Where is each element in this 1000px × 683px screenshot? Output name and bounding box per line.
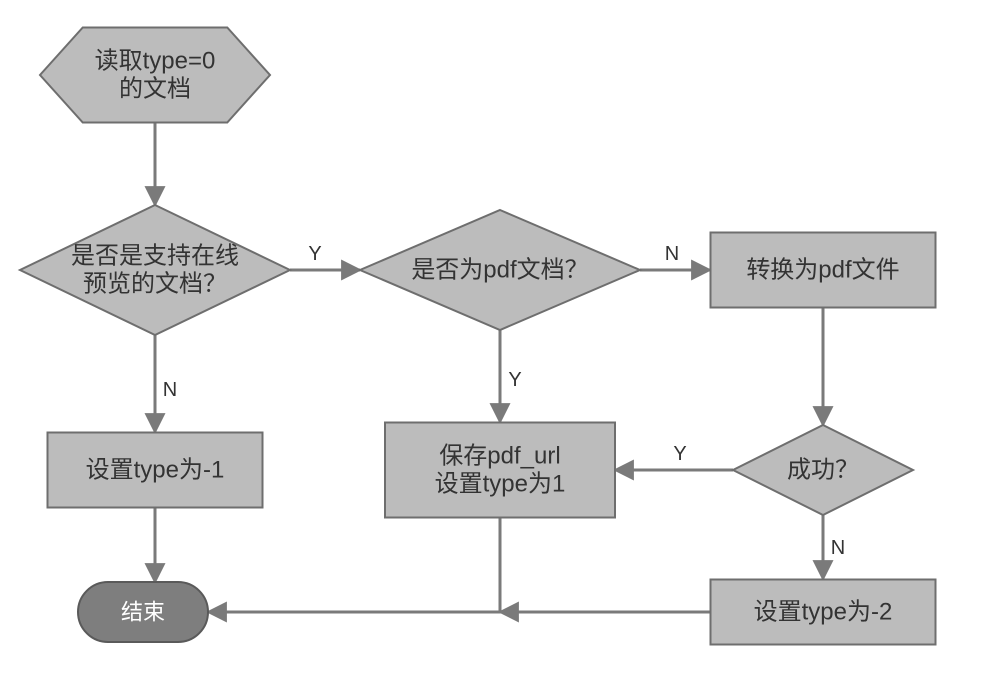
node-text: 是否是支持在线 — [71, 243, 239, 270]
nodes-layer: 读取type=0的文档是否是支持在线预览的文档？ 是否为pdf文档？ 转换为pdf文… — [20, 28, 936, 645]
flowchart-canvas: Y N N Y Y N 读取type=0的文档是否是支持在线预览的文档？ 是否为pdf文档？ 转… — [0, 0, 1000, 683]
node-text: 转换为pdf文件 — [746, 257, 899, 284]
node-text: 的文档 — [119, 76, 191, 103]
edge-label: N — [665, 243, 679, 265]
node-text: 设置type为1 — [435, 471, 566, 498]
node-text: 读取type=0 — [95, 48, 216, 75]
node-p_save: 保存pdf_url设置type为1 — [385, 423, 615, 518]
edge-label: Y — [508, 369, 521, 391]
edge-label: Y — [673, 443, 686, 465]
edge-label: N — [163, 379, 177, 401]
node-text: 设置type为-2 — [754, 599, 893, 626]
node-p_set_m1: 设置type为-1 — [48, 433, 263, 508]
edge — [208, 518, 500, 612]
node-p_set_m2: 设置type为-2 — [711, 580, 936, 645]
node-d_preview: 是否是支持在线预览的文档？ — [20, 205, 290, 335]
edge-label: Y — [308, 243, 321, 265]
node-d_pdf: 是否为pdf文档？ — [360, 210, 640, 330]
node-text: 结束 — [121, 600, 165, 625]
node-end: 结束 — [78, 582, 208, 642]
node-text: 成功？ — [787, 457, 859, 484]
node-text: 预览的文档？ — [83, 271, 227, 298]
edge-label: N — [831, 537, 845, 559]
node-text: 是否为pdf文档？ — [411, 257, 588, 284]
node-d_success: 成功？ — [733, 425, 913, 515]
node-p_convert: 转换为pdf文件 — [711, 233, 936, 308]
node-text: 设置type为-1 — [86, 457, 225, 484]
node-text: 保存pdf_url — [439, 443, 560, 470]
node-start: 读取type=0的文档 — [40, 28, 270, 123]
edges-layer: Y N N Y Y N — [155, 123, 845, 612]
